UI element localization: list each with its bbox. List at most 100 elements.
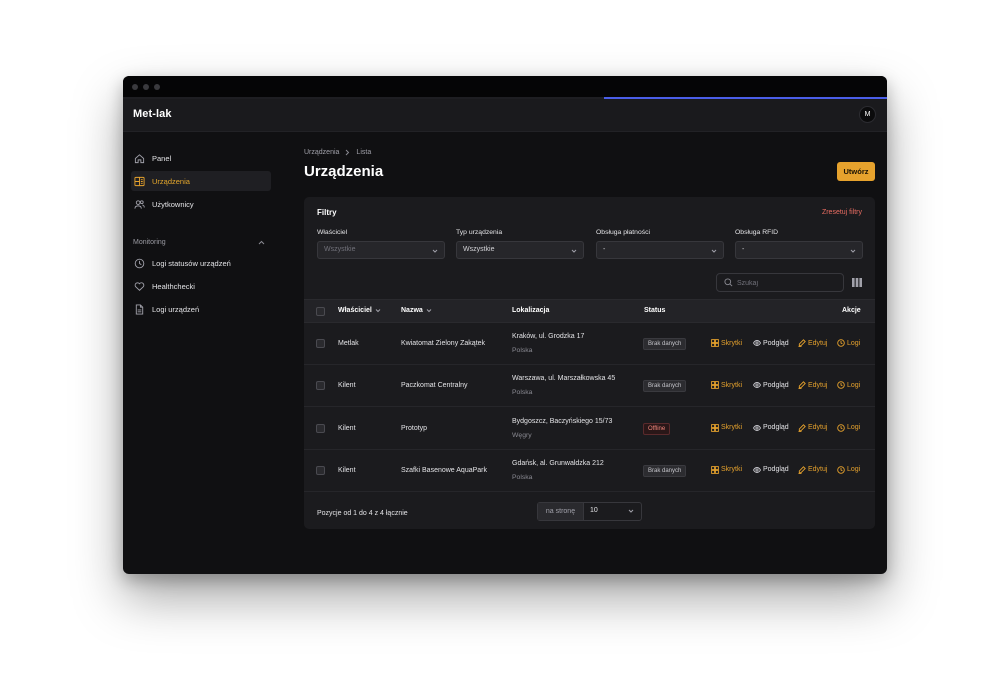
select-all-checkbox[interactable] [316, 307, 325, 316]
logs-action[interactable]: Logi [837, 423, 860, 432]
action-label: Skrytki [721, 424, 742, 432]
sidebar-item-label: Logi urządzeń [152, 304, 200, 314]
preview-action[interactable]: Podgląd [753, 466, 789, 474]
chevron-down-icon [711, 249, 717, 253]
row-address: Kraków, ul. Grodzka 17 [512, 333, 585, 340]
table-row: Metlak Kwiatomat Zielony Zakątek Kraków,… [304, 323, 875, 365]
filters-title: Filtry [317, 208, 337, 217]
preview-action[interactable]: Podgląd [753, 339, 789, 347]
column-header-label: Nazwa [401, 307, 423, 314]
sidebar: Panel Urządzenia Użytkownicy Monitoring … [123, 132, 283, 574]
edit-action[interactable]: Edytuj [798, 339, 827, 347]
row-address: Bydgoszcz, Baczyńskiego 15/73 [512, 417, 613, 425]
status-badge: Brak danych [643, 380, 687, 393]
search-input[interactable] [737, 277, 837, 289]
edit-action[interactable]: Edytuj [798, 466, 827, 474]
filter-select-value: Wszystkie [324, 246, 356, 253]
columns-toggle-icon[interactable] [852, 278, 862, 287]
status-badge: Brak danych [643, 464, 687, 477]
status-badge: Brak danych [643, 338, 687, 350]
column-header-owner[interactable]: Właściciel [338, 307, 381, 314]
sidebar-item-panel[interactable]: Panel [131, 148, 271, 168]
sidebar-item-logi-urzadzen[interactable]: Logi urządzeń [131, 299, 271, 319]
create-button[interactable]: Utwórz [837, 162, 875, 181]
lockers-icon [711, 466, 719, 474]
breadcrumb-current: Lista [356, 149, 372, 156]
sidebar-item-label: Healthchecki [152, 281, 195, 291]
eye-icon [753, 382, 761, 389]
lockers-icon [711, 381, 719, 390]
edit-action[interactable]: Edytuj [798, 381, 827, 390]
preview-action[interactable]: Podgląd [753, 381, 789, 389]
edit-icon [798, 423, 806, 432]
chevron-down-icon [850, 249, 856, 253]
sidebar-item-logi-statusow[interactable]: Logi statusów urządzeń [131, 253, 271, 273]
row-name: Kwiatomat Zielony Zakątek [401, 340, 486, 347]
row-owner: Kilent [338, 466, 356, 474]
lockers-action[interactable]: Skrytki [711, 466, 742, 474]
column-header-status: Status [644, 307, 666, 314]
lockers-action[interactable]: Skrytki [711, 423, 742, 432]
filter-device-type-select[interactable]: Wszystkie [456, 241, 584, 259]
row-owner: Metlak [338, 340, 359, 347]
row-checkbox[interactable] [316, 381, 325, 391]
preview-action[interactable]: Podgląd [753, 424, 789, 432]
users-icon [134, 199, 145, 209]
sort-chevron-icon [426, 309, 432, 313]
reset-filters-link[interactable]: Zresetuj filtry [821, 209, 862, 216]
logs-action[interactable]: Logi [837, 381, 860, 390]
filter-rfid-support-select[interactable]: - [735, 241, 863, 259]
row-owner: Kilent [338, 382, 356, 390]
eye-icon [753, 340, 761, 346]
row-checkbox[interactable] [316, 339, 325, 348]
edit-icon [798, 381, 806, 390]
row-country: Węgry [512, 431, 532, 439]
action-label: Skrytki [721, 381, 742, 389]
lockers-icon [711, 339, 719, 347]
heart-icon [134, 281, 145, 291]
sidebar-item-label: Panel [152, 153, 172, 163]
logs-action[interactable]: Logi [837, 466, 860, 474]
user-avatar[interactable]: M [859, 106, 876, 123]
row-checkbox[interactable] [316, 423, 325, 433]
row-address: Gdańsk, al. Grunwaldzka 212 [512, 459, 604, 467]
window-maximize-dot[interactable] [154, 84, 160, 90]
per-page-select[interactable]: na stronę 10 [537, 502, 642, 521]
window-minimize-dot[interactable] [143, 84, 149, 90]
sidebar-item-uzytkownicy[interactable]: Użytkownicy [131, 194, 271, 214]
lockers-action[interactable]: Skrytki [711, 339, 742, 347]
column-header-name[interactable]: Nazwa [401, 307, 432, 314]
row-name: Paczkomat Centralny [401, 382, 468, 390]
row-name: Prototyp [401, 424, 428, 432]
row-owner: Kilent [338, 424, 356, 432]
column-header-actions: Akcje [842, 307, 861, 314]
filter-device-type: Typ urządzenia Wszystkie [456, 229, 584, 259]
logs-action[interactable]: Logi [837, 339, 860, 347]
edit-action[interactable]: Edytuj [798, 423, 827, 432]
status-badge: Offline [643, 422, 671, 435]
table-row: Kilent Prototyp Bydgoszcz, Baczyńskiego … [304, 408, 875, 450]
lockers-action[interactable]: Skrytki [711, 381, 742, 390]
lockers-icon [711, 423, 719, 432]
action-label: Logi [847, 466, 861, 474]
window-close-dot[interactable] [132, 84, 138, 90]
page-title: Urządzenia [304, 163, 384, 180]
devices-table-card: Filtry Zresetuj filtry Właściciel Wszyst… [304, 197, 875, 529]
sidebar-group-monitoring[interactable]: Monitoring [133, 235, 265, 249]
clock-icon [837, 339, 845, 347]
filter-label: Obsługa RFID [735, 229, 779, 236]
filter-payment-support-select[interactable]: - [596, 241, 724, 259]
filter-label: Właściciel [317, 229, 348, 236]
filter-label: Typ urządzenia [456, 229, 503, 236]
breadcrumb-parent-link[interactable]: Urządzenia [304, 149, 340, 156]
sidebar-item-healthchecki[interactable]: Healthchecki [131, 276, 271, 296]
filter-label: Obsługa płatności [596, 229, 651, 236]
row-checkbox[interactable] [316, 465, 325, 475]
brand-logo[interactable]: Met-lak [133, 108, 172, 120]
loading-progress-fill [604, 97, 887, 99]
filter-owner-select[interactable]: Wszystkie [317, 241, 445, 259]
row-country: Polska [512, 389, 533, 397]
row-country: Polska [512, 347, 533, 354]
clock-icon [837, 423, 845, 432]
sidebar-item-urzadzenia[interactable]: Urządzenia [131, 171, 271, 191]
